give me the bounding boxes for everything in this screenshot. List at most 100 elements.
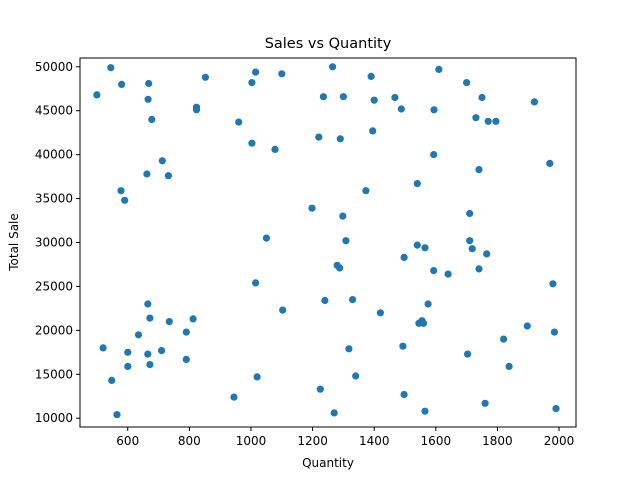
data-point xyxy=(248,139,256,147)
data-point xyxy=(339,212,347,220)
data-point xyxy=(330,409,338,417)
data-point xyxy=(315,133,323,141)
y-axis-label: Total Sale xyxy=(7,213,21,272)
data-point xyxy=(108,376,116,384)
data-point xyxy=(278,70,286,78)
data-point xyxy=(99,344,107,352)
data-point xyxy=(230,393,238,401)
y-tick-label: 45000 xyxy=(35,104,73,118)
x-tick-label: 1400 xyxy=(359,434,390,448)
data-point xyxy=(117,187,125,195)
x-tick-label: 2000 xyxy=(544,434,575,448)
data-point xyxy=(253,373,261,381)
data-point xyxy=(546,159,554,167)
data-point xyxy=(530,98,539,106)
data-point xyxy=(430,267,438,275)
data-point xyxy=(424,300,432,308)
data-point xyxy=(492,117,500,125)
data-point xyxy=(468,245,476,253)
x-tick-label: 1000 xyxy=(236,434,267,448)
data-point xyxy=(201,73,209,81)
data-point xyxy=(370,96,378,104)
data-point xyxy=(336,135,344,143)
data-point xyxy=(164,172,172,180)
data-point xyxy=(158,157,166,165)
data-point xyxy=(145,79,153,88)
data-point xyxy=(399,342,407,350)
data-point xyxy=(484,117,492,125)
data-point xyxy=(121,196,129,204)
data-point xyxy=(143,170,151,178)
data-point xyxy=(549,280,557,288)
data-point xyxy=(319,93,327,101)
data-point xyxy=(144,300,152,308)
data-point xyxy=(419,319,428,327)
data-point xyxy=(464,350,472,358)
data-point xyxy=(279,306,287,314)
data-point xyxy=(134,331,143,339)
data-point xyxy=(400,390,408,399)
data-point xyxy=(329,63,337,71)
data-point xyxy=(144,350,152,358)
data-point xyxy=(472,114,480,122)
data-point xyxy=(93,91,101,99)
data-point xyxy=(435,65,443,73)
y-tick-label: 40000 xyxy=(35,148,73,162)
data-point xyxy=(421,407,429,415)
y-tick-label: 15000 xyxy=(35,367,73,381)
data-point xyxy=(475,265,483,273)
chart-title: Sales vs Quantity xyxy=(265,36,392,52)
data-point xyxy=(144,95,152,103)
data-point xyxy=(466,237,474,245)
y-tick-label: 20000 xyxy=(35,323,73,337)
data-point xyxy=(483,250,491,258)
data-point xyxy=(505,362,513,370)
data-point xyxy=(475,166,483,174)
data-point xyxy=(262,234,270,242)
y-tick-label: 10000 xyxy=(35,411,73,425)
data-point xyxy=(500,335,508,343)
data-point xyxy=(146,314,154,322)
y-tick-label: 50000 xyxy=(35,60,73,74)
data-point xyxy=(192,106,201,114)
x-tick-label: 1600 xyxy=(421,434,452,448)
data-point xyxy=(430,151,438,159)
data-point xyxy=(463,79,471,87)
data-point xyxy=(552,405,560,413)
data-point xyxy=(400,253,408,261)
data-point xyxy=(321,296,329,305)
data-point xyxy=(413,180,421,188)
y-axis: 10000 15000 20000 25000 30000 35000 40000 45000… xyxy=(35,60,80,425)
y-tick-label: 35000 xyxy=(35,192,73,206)
data-point xyxy=(430,106,438,114)
data-point xyxy=(466,209,474,218)
data-point xyxy=(391,93,399,102)
data-point xyxy=(362,187,370,195)
x-tick-label: 600 xyxy=(116,434,139,448)
y-tick-label: 30000 xyxy=(35,236,73,250)
data-point xyxy=(342,237,350,245)
data-point xyxy=(339,93,347,101)
data-point xyxy=(235,118,243,126)
data-point xyxy=(118,80,126,88)
x-tick-label: 1200 xyxy=(297,434,328,448)
data-point xyxy=(369,127,377,135)
data-point xyxy=(158,347,166,355)
data-point xyxy=(124,348,132,356)
data-point xyxy=(182,355,190,363)
data-point xyxy=(252,279,260,287)
data-point xyxy=(523,322,531,330)
data-point xyxy=(376,309,384,317)
data-point xyxy=(444,270,452,278)
data-point xyxy=(550,328,559,336)
data-point xyxy=(113,411,121,419)
data-point xyxy=(148,115,156,124)
data-point xyxy=(252,68,260,76)
data-point xyxy=(397,105,405,113)
data-point xyxy=(182,328,190,336)
data-point xyxy=(478,93,486,102)
data-point xyxy=(349,296,357,304)
data-point xyxy=(124,362,132,370)
